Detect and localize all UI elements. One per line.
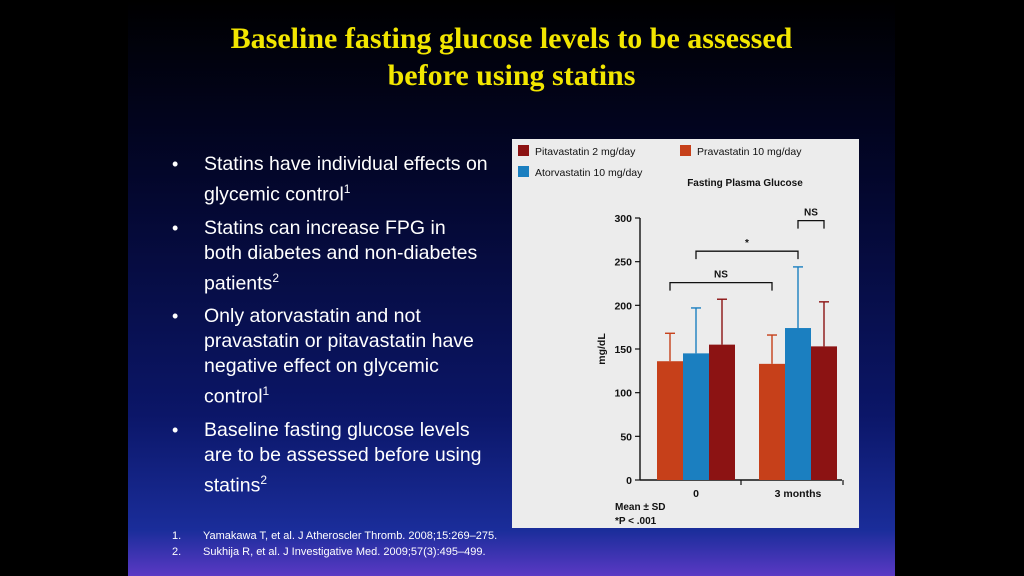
x-category-label: 0 <box>693 488 699 500</box>
chart-footnote: Mean ± SD <box>615 502 666 513</box>
legend-label: Atorvastatin 10 mg/day <box>535 167 643 179</box>
bullet-text: Only atorvastatin and not pravastatin or… <box>204 305 474 408</box>
bullet-text: Statins have individual effects on glyce… <box>204 153 488 206</box>
y-tick-label: 50 <box>620 431 632 443</box>
significance-label: NS <box>804 208 818 219</box>
significance-bracket <box>669 281 773 291</box>
legend-swatch <box>518 145 529 156</box>
y-axis-label: mg/dL <box>596 333 608 365</box>
bullet-item: • Baseline fasting glucose levels are to… <box>168 418 488 499</box>
title-line-2: before using statins <box>387 59 636 92</box>
reference-item: 1. Yamakawa T, et al. J Atheroscler Thro… <box>172 528 692 544</box>
bar <box>759 363 785 480</box>
bullet-text: Statins can increase FPG in both diabete… <box>204 216 478 295</box>
legend-label: Pitavastatin 2 mg/day <box>535 146 636 158</box>
x-category-label: 3 months <box>775 488 822 500</box>
reference-list: 1. Yamakawa T, et al. J Atheroscler Thro… <box>172 528 692 560</box>
bar <box>811 346 837 480</box>
bullet-item: • Statins can increase FPG in both diabe… <box>168 216 488 297</box>
bar <box>657 361 683 480</box>
y-tick-label: 250 <box>614 257 632 269</box>
title-line-1: Baseline fasting glucose levels to be as… <box>230 22 793 55</box>
bullet-text: Baseline fasting glucose levels are to b… <box>204 418 482 497</box>
reference-text: Yamakawa T, et al. J Atheroscler Thromb.… <box>203 530 498 542</box>
reference-item: 2. Sukhija R, et al. J Investigative Med… <box>172 544 692 560</box>
citation-superscript: 2 <box>260 472 268 487</box>
y-tick-label: 150 <box>614 344 632 356</box>
bullet-item: • Statins have individual effects on gly… <box>168 152 488 208</box>
y-tick-label: 300 <box>614 213 632 225</box>
legend-swatch <box>518 166 529 177</box>
y-tick-label: 0 <box>626 475 632 487</box>
bullet-marker: • <box>172 154 179 174</box>
reference-text: Sukhija R, et al. J Investigative Med. 2… <box>203 546 486 558</box>
slide: Baseline fasting glucose levels to be as… <box>128 0 895 576</box>
chart-footnote: *P < .001 <box>615 516 657 527</box>
citation-superscript: 1 <box>343 182 351 196</box>
bullet-list: • Statins have individual effects on gly… <box>168 152 488 506</box>
bullet-marker: • <box>172 217 179 238</box>
legend-swatch <box>680 145 691 156</box>
bullet-item: • Only atorvastatin and not pravastatin … <box>168 304 488 410</box>
bullet-marker: • <box>172 306 179 326</box>
reference-number: 2. <box>172 546 182 558</box>
y-tick-label: 100 <box>614 388 632 400</box>
legend-label: Pravastatin 10 mg/day <box>697 146 802 158</box>
slide-title: Baseline fasting glucose levels to be as… <box>128 20 895 94</box>
bar <box>683 353 709 480</box>
significance-bracket <box>797 219 825 229</box>
bar <box>709 344 735 480</box>
bullet-marker: • <box>172 419 179 440</box>
y-tick-label: 200 <box>614 300 632 312</box>
chart-panel: Pitavastatin 2 mg/day Pravastatin 10 mg/d… <box>512 139 859 528</box>
bar-chart: Pitavastatin 2 mg/day Pravastatin 10 mg/d… <box>518 145 844 527</box>
chart-title: Fasting Plasma Glucose <box>687 178 803 189</box>
reference-number: 1. <box>172 530 182 542</box>
bar <box>785 328 811 480</box>
significance-label: * <box>745 238 749 249</box>
significance-bracket <box>695 250 799 260</box>
citation-superscript: 2 <box>272 270 279 285</box>
citation-superscript: 1 <box>262 384 270 398</box>
significance-label: NS <box>714 270 728 281</box>
